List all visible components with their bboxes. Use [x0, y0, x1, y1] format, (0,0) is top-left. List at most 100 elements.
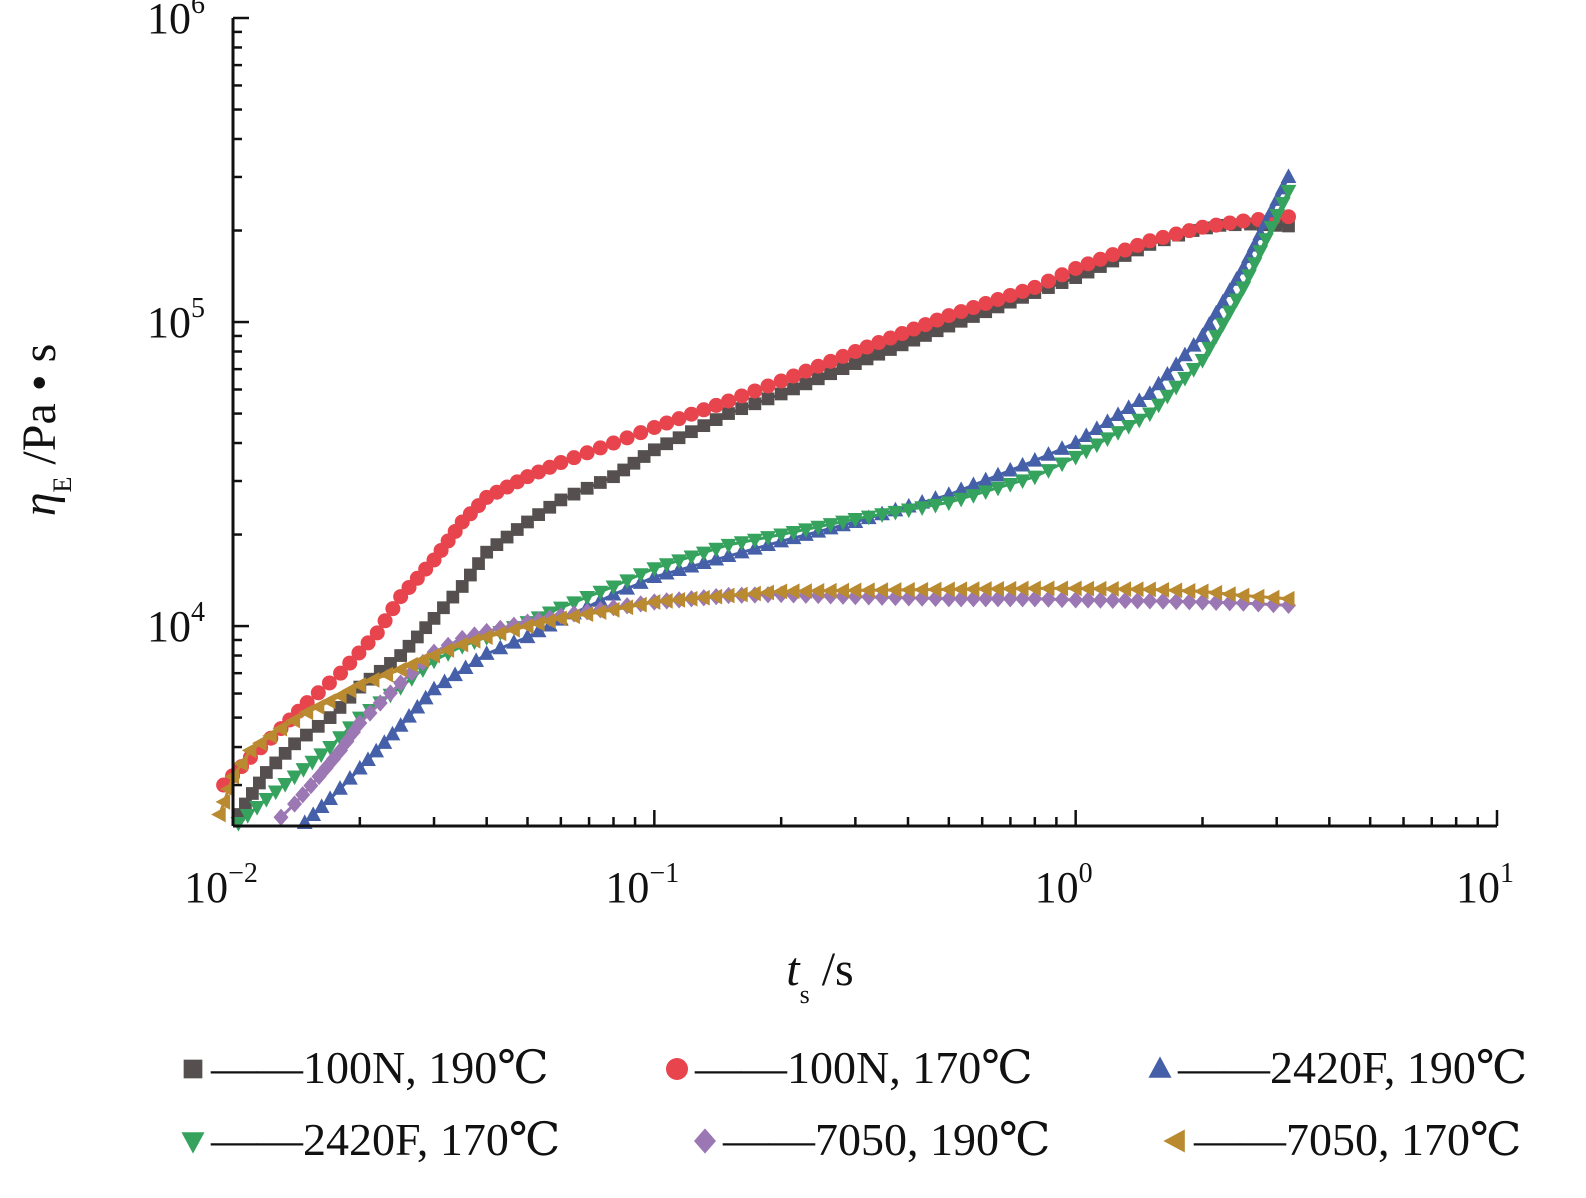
x-axis-unit: /s: [810, 943, 854, 996]
data-point: [352, 714, 368, 732]
data-point: [953, 304, 969, 320]
data-point: [798, 363, 814, 379]
data-point: [953, 492, 969, 508]
data-point: [567, 487, 581, 501]
data-point: [1141, 385, 1158, 400]
data-point: [285, 712, 301, 729]
data-point: [1241, 269, 1257, 284]
data-point: [1221, 282, 1238, 297]
data-point: [521, 515, 534, 529]
data-point: [310, 685, 326, 701]
data-point: [1026, 580, 1041, 597]
data-point: [810, 520, 827, 536]
data-point: [860, 510, 877, 526]
data-point: [1180, 583, 1196, 599]
data-point: [490, 538, 504, 552]
data-point: [492, 639, 509, 655]
data-point: [286, 770, 303, 786]
data-point: [506, 634, 522, 649]
data-point: [617, 463, 631, 477]
data-point: [759, 584, 775, 601]
data-point: [1281, 209, 1297, 225]
data-point: [360, 635, 376, 651]
data-point: [1235, 281, 1252, 297]
data-point: [810, 358, 826, 374]
data-point: [393, 674, 409, 692]
data-point: [233, 755, 248, 772]
x-axis-subscript: s: [800, 980, 810, 1009]
data-point: [453, 636, 469, 653]
data-point: [1054, 440, 1070, 455]
data-point: [427, 612, 441, 625]
data-point: [797, 583, 812, 599]
data-point: [530, 622, 547, 638]
data-point: [478, 645, 495, 660]
data-point: [1252, 245, 1269, 260]
data-point: [658, 558, 675, 573]
data-point: [926, 581, 942, 598]
data-point: [1104, 581, 1119, 597]
data-point: [1222, 215, 1238, 231]
data-point: [773, 373, 789, 389]
data-point: [342, 770, 358, 785]
data-point: [929, 312, 945, 328]
data-point: [1201, 341, 1218, 357]
series-2: [216, 209, 1297, 793]
data-point: [1274, 196, 1291, 212]
legend-marker: [666, 1058, 688, 1080]
data-point: [1181, 223, 1197, 239]
data-point: [632, 568, 649, 583]
data-point: [351, 677, 366, 693]
data-point: [321, 675, 337, 691]
data-point: [708, 542, 725, 558]
data-point: [930, 324, 944, 338]
data-point: [519, 628, 536, 644]
data-point: [859, 339, 875, 355]
data-point: [627, 456, 641, 470]
data-point: [906, 321, 922, 337]
data-point: [369, 625, 385, 641]
data-point: [695, 589, 710, 606]
data-point: [1280, 184, 1297, 200]
data-point: [491, 625, 507, 642]
data-point: [1014, 474, 1031, 489]
data-point: [1177, 346, 1193, 362]
data-point: [822, 582, 837, 599]
data-point: [468, 652, 485, 667]
series-3: [296, 168, 1297, 830]
data-point: [895, 338, 909, 352]
data-point: [917, 317, 933, 333]
data-point: [683, 406, 699, 422]
data-point: [295, 763, 312, 778]
data-point: [784, 583, 800, 600]
data-point: [709, 413, 723, 426]
data-point: [900, 581, 915, 598]
data-point: [505, 621, 520, 638]
data-point: [287, 795, 303, 813]
data-point: [965, 489, 982, 504]
data-point: [332, 731, 348, 746]
data-point: [733, 543, 750, 559]
data-point: [1208, 304, 1224, 320]
data-point: [1185, 362, 1202, 378]
y-tick-label: 106: [147, 0, 205, 43]
data-point: [239, 809, 256, 824]
data-point: [721, 393, 737, 409]
data-point: [322, 741, 338, 756]
data-point: [633, 425, 649, 441]
data-point: [455, 580, 469, 593]
data-point: [919, 329, 932, 342]
data-point: [1040, 273, 1056, 289]
data-point: [1280, 168, 1297, 183]
data-point: [414, 652, 429, 669]
y-tick-base: 10: [147, 0, 191, 43]
data-point: [977, 581, 992, 597]
data-point: [1013, 580, 1029, 597]
data-point: [1228, 293, 1245, 309]
data-point: [384, 725, 401, 741]
data-point: [707, 588, 723, 605]
data-point: [914, 501, 931, 516]
data-point: [219, 781, 235, 798]
data-point: [894, 326, 910, 342]
legend-marker: [1163, 1129, 1185, 1153]
